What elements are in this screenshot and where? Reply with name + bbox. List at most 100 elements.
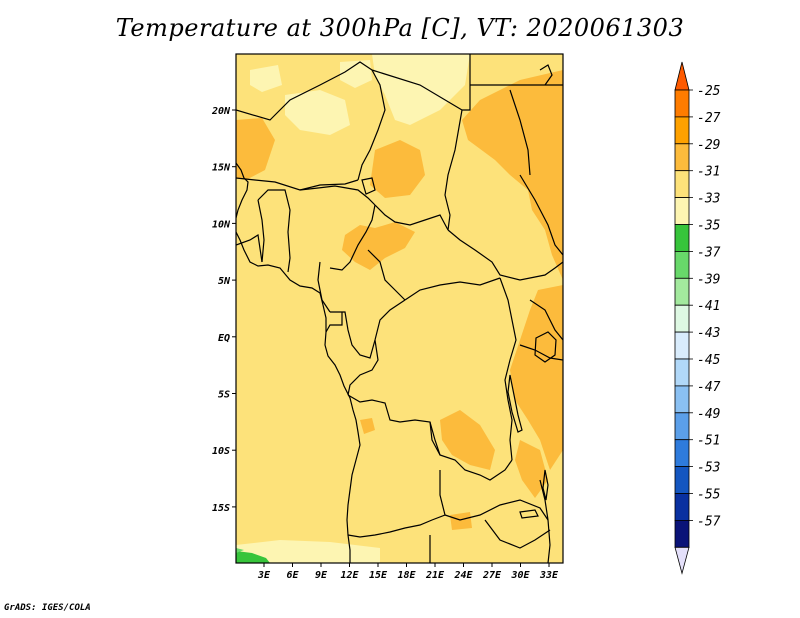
x-tick-label: 21E <box>425 570 445 581</box>
border-cameroon-south <box>317 261 331 313</box>
map-frame <box>235 53 564 564</box>
border-drc-angola <box>347 394 513 481</box>
y-tick-label: EQ <box>218 333 230 344</box>
x-tick-label: 15E <box>369 570 388 581</box>
y-tick-label: 15S <box>212 503 230 514</box>
border-uganda-kenya <box>529 299 563 341</box>
colorbar-swatch <box>674 493 690 521</box>
x-tick-label: 30E <box>510 570 530 581</box>
map-title: Temperature at 300hPa [C], VT: 202006130… <box>115 14 685 42</box>
lake-victoria <box>534 331 557 363</box>
x-tick-label: 18E <box>397 570 416 581</box>
border-congo <box>325 312 343 333</box>
colorbar-label: -29 <box>697 138 720 153</box>
colorbar-swatch <box>674 224 690 252</box>
y-tick-label: 10N <box>212 219 231 230</box>
x-tick-label: 6E <box>286 570 299 581</box>
colorbar-swatch <box>674 331 690 360</box>
lake-tanganyika <box>507 374 523 433</box>
colorbar-swatch <box>674 170 690 198</box>
colorbar: -25 -27 -29 -31 -33 -35 -37 -39 -41 -43 -45 -47 -49 -… <box>674 61 721 575</box>
border-car-north <box>367 249 406 301</box>
shade-region-north-light <box>372 54 470 125</box>
x-tick-label: 3E <box>257 570 271 581</box>
border-drc-east <box>499 277 517 461</box>
shade-region-chad-warm <box>370 140 425 198</box>
border-niger-nigeria <box>299 185 376 206</box>
shade-region-southwest-green <box>236 551 270 563</box>
shade-region-sahara-light <box>285 90 350 135</box>
border-niger-north <box>357 69 386 181</box>
y-tick-label: 20N <box>211 106 231 117</box>
border-ghana <box>236 234 263 263</box>
colorbar-label: -41 <box>697 299 720 314</box>
colorbar-label: -47 <box>697 380 721 395</box>
border-zambia-south <box>444 499 549 521</box>
shade-region-sahara-light-2 <box>340 60 372 88</box>
colorbar-swatch <box>674 412 690 441</box>
coastline-west <box>236 162 361 563</box>
colorbar-swatch <box>674 385 690 414</box>
border-libya-egypt <box>462 54 471 111</box>
shade-region-central-warm <box>342 222 415 270</box>
shade-region-northwest-light <box>250 65 282 92</box>
colorbar-swatch <box>674 89 690 118</box>
colorbar-bottom-arrow <box>674 546 690 575</box>
colorbar-swatch <box>674 304 690 333</box>
border-gabon <box>330 299 406 359</box>
colorbar-swatch <box>674 466 690 494</box>
y-tick-label: 10S <box>212 446 230 457</box>
country-borders <box>236 54 563 563</box>
border-mozambique <box>539 479 551 563</box>
grads-credit: GrADS: IGES/COLA <box>4 603 91 613</box>
border-sudan-ethiopia <box>509 89 531 176</box>
shade-region-southeast-warm <box>515 440 548 498</box>
border-chad-sudan <box>444 109 463 231</box>
x-tick-label: 27E <box>482 570 502 581</box>
border-tanzania <box>519 344 563 361</box>
y-tick-label: 5N <box>218 276 231 287</box>
colorbar-swatch <box>674 439 690 468</box>
colorbar-label: -31 <box>697 165 720 180</box>
colorbar-swatch <box>674 520 690 548</box>
shade-region-south-central-warm <box>440 410 495 470</box>
lake-chad <box>361 177 376 195</box>
colorbar-swatch <box>674 116 690 145</box>
x-tick-label: 24E <box>453 570 473 581</box>
colorbar-label: -35 <box>697 219 721 234</box>
shade-region-lakes-warm <box>510 285 563 470</box>
colorbar-label: -53 <box>697 461 720 476</box>
border-congo-drc <box>347 339 379 396</box>
colorbar-top-arrow <box>674 61 690 91</box>
red-sea-coast <box>539 64 553 86</box>
border-libya-chad <box>371 69 463 111</box>
colorbar-label: -49 <box>697 407 720 422</box>
border-angola-zambia <box>347 421 446 538</box>
colorbar-label: -57 <box>697 514 721 529</box>
colorbar-swatch <box>674 143 690 172</box>
border-car-drc <box>404 277 501 301</box>
shade-region-northeast-warm <box>462 70 563 280</box>
border-nigeria-cameroon <box>329 204 376 271</box>
x-axis-ticks: 3E 6E 9E 12E 15E 18E 21E 24E 27E 30E 33E <box>257 563 559 581</box>
x-tick-label: 12E <box>340 570 359 581</box>
border-benin-togo <box>257 199 265 263</box>
colorbar-label: -51 <box>697 434 720 449</box>
shade-region-west-warm <box>236 118 275 180</box>
y-axis-ticks: 20N 15N 10N 5N EQ 5S 10S 15S <box>211 106 236 514</box>
border-chad-cameroon <box>374 204 449 231</box>
lake-kariba <box>519 509 539 519</box>
colorbar-swatch <box>674 250 690 279</box>
colorbar-label: -45 <box>697 353 721 368</box>
border-algeria-mali <box>236 61 373 121</box>
shade-region-angola-warm <box>360 418 375 434</box>
x-tick-label: 33E <box>539 570 559 581</box>
y-tick-label: 15N <box>212 163 231 174</box>
border-ethiopia <box>519 174 563 256</box>
colorbar-swatch <box>674 277 690 306</box>
temperature-shading <box>236 54 563 563</box>
border-sudan-south <box>447 229 563 281</box>
colorbar-label: -55 <box>697 488 721 503</box>
shade-region-south-light <box>236 540 380 563</box>
